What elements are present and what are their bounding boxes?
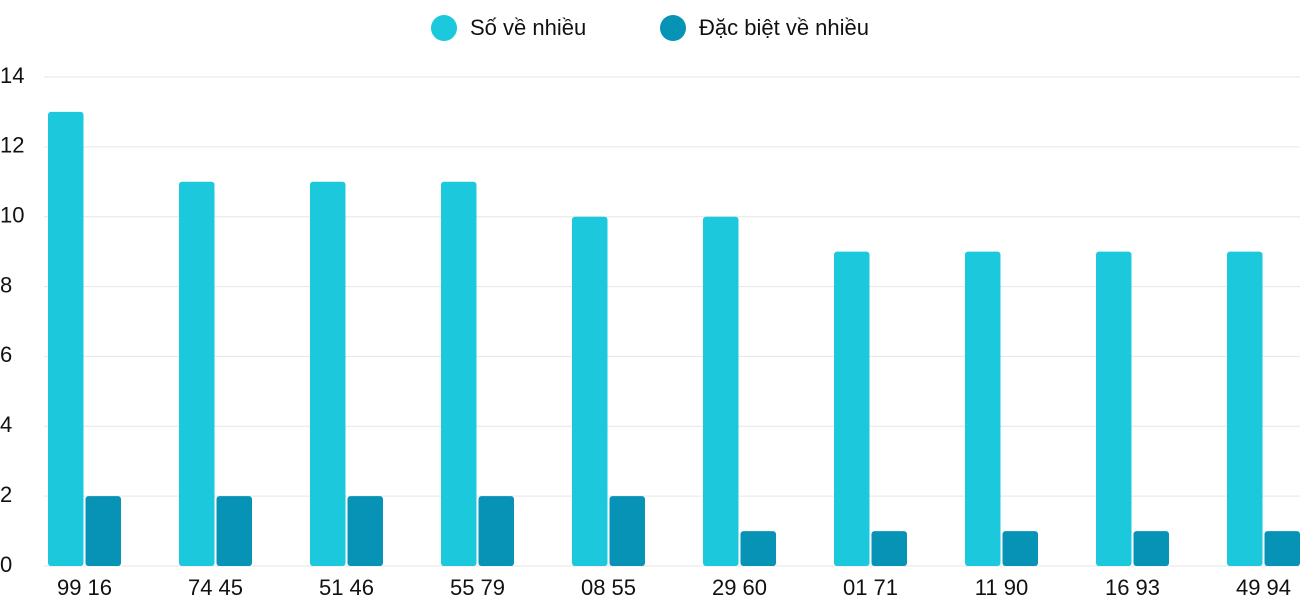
bar — [216, 496, 252, 566]
bar — [1264, 531, 1300, 566]
x-tick-label: 01 71 — [843, 575, 898, 600]
legend-label: Số về nhiều — [470, 15, 586, 40]
bar — [1002, 531, 1038, 566]
bar — [310, 181, 346, 567]
bar — [1133, 531, 1169, 566]
bar — [740, 531, 776, 566]
y-tick-label: 12 — [0, 133, 24, 158]
x-tick-label: 55 79 — [450, 575, 505, 600]
bar — [48, 111, 84, 566]
bar — [965, 251, 1001, 566]
y-tick-label: 14 — [0, 63, 24, 88]
x-tick-label: 16 93 — [1105, 575, 1160, 600]
y-tick-label: 6 — [0, 342, 12, 367]
bar — [1096, 251, 1132, 566]
bar — [871, 531, 907, 566]
x-tick-label: 51 46 — [319, 575, 374, 600]
y-tick-label: 0 — [0, 552, 12, 577]
x-tick-label: 99 16 — [57, 575, 112, 600]
bar — [179, 181, 215, 567]
x-tick-label: 74 45 — [188, 575, 243, 600]
bar — [347, 496, 383, 566]
legend-label: Đặc biệt về nhiều — [699, 15, 869, 40]
x-tick-label: 11 90 — [975, 575, 1028, 600]
y-tick-label: 8 — [0, 272, 12, 297]
bar — [834, 251, 870, 566]
y-tick-label: 4 — [0, 412, 12, 437]
x-tick-label: 08 55 — [581, 575, 636, 600]
x-tick-label: 29 60 — [712, 575, 767, 600]
bar — [85, 496, 121, 566]
legend-swatch — [431, 15, 457, 41]
bar — [478, 496, 514, 566]
bar — [609, 496, 645, 566]
legend-swatch — [660, 15, 686, 41]
bar — [1227, 251, 1263, 566]
x-tick-label: 49 94 — [1236, 575, 1291, 600]
bar — [572, 216, 608, 566]
y-tick-label: 10 — [0, 203, 24, 228]
y-tick-label: 2 — [0, 482, 12, 507]
bar — [703, 216, 739, 566]
bar — [441, 181, 477, 567]
